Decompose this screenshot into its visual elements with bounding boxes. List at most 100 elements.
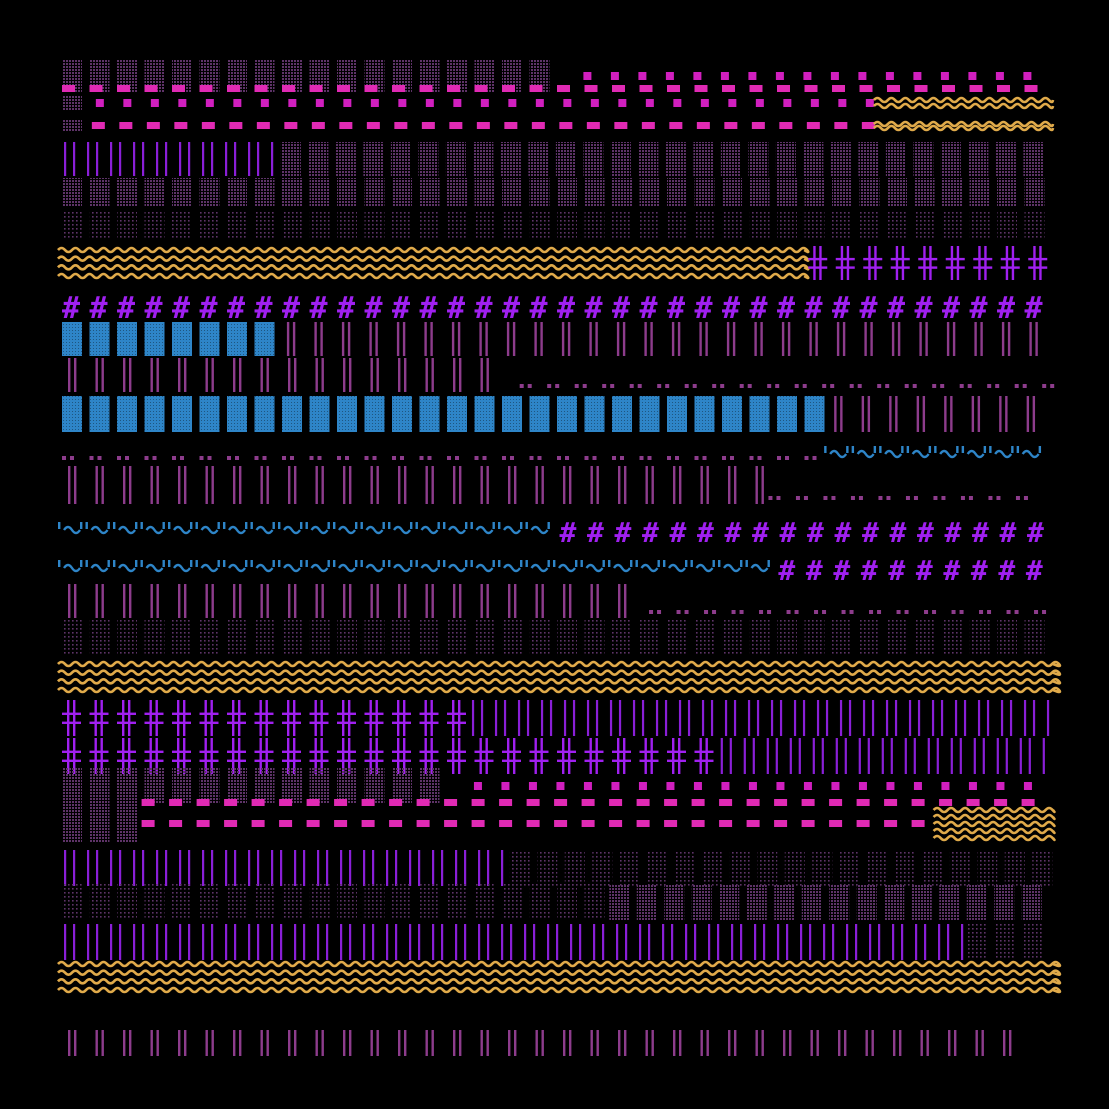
pattern-bar [569,1030,572,1056]
pattern-bar [777,924,780,960]
pattern-dot [372,456,377,460]
pattern-block [830,142,851,176]
pattern-block [392,60,412,92]
pattern-bar [579,924,582,960]
pattern-block [722,212,742,240]
pattern-block [309,178,330,206]
pattern-bar [101,1030,104,1056]
pattern-block [942,178,962,206]
pattern-bar [211,924,214,960]
pattern-bar [376,1030,379,1056]
pattern-bar [781,322,785,356]
pattern-dot [455,456,459,460]
pattern-bar [142,850,145,886]
pattern-dot [822,384,827,388]
pattern-bar [239,466,242,504]
pattern-block [969,620,990,656]
pattern-dash [309,85,323,92]
pattern-block [62,322,82,356]
pattern-dash [700,99,709,107]
pattern-dash [609,820,623,827]
pattern-bar [685,924,688,960]
pattern-bar [73,142,76,176]
pattern-bar [917,700,921,736]
pattern-block [337,212,357,240]
pattern-bar [1009,700,1013,736]
pattern-dot [712,384,717,388]
pattern-dash [636,820,650,827]
pattern-block [537,850,558,886]
pattern-hash: # [475,291,493,326]
pattern-block [254,768,275,804]
pattern-bar [386,850,389,886]
pattern-bar [343,1030,346,1056]
pattern-bar [347,322,351,356]
pattern-dot [574,384,579,388]
pattern-block [784,850,805,886]
pattern-bar [95,358,98,392]
pattern-hash: # [971,554,988,587]
pattern-block [1021,884,1042,920]
pattern-bar [567,322,571,356]
pattern-dot [932,384,937,388]
pattern-cross [227,738,246,774]
pattern-dash [834,122,848,129]
pattern-dot [749,456,754,460]
pattern-tilde [470,560,495,573]
pattern-dot [995,384,1000,388]
pattern-bar [743,738,746,774]
pattern-bar [541,466,544,504]
pattern-bar [459,466,462,504]
pattern-dash [196,799,210,806]
pattern-bar [783,1030,786,1056]
pattern-dash [117,85,130,92]
pattern-bar [891,322,895,356]
pattern-bar [645,1030,648,1056]
pattern-dash [554,820,568,827]
pattern-dash [940,72,949,80]
pattern-bar [464,850,467,886]
pattern-dot [1015,496,1020,500]
pattern-block [282,212,302,240]
pattern-tilde [415,560,440,573]
pattern-bar [1007,322,1011,356]
pattern-block [968,142,989,176]
pattern-block [144,620,165,656]
pattern-bar [480,358,483,392]
row-15-segment-1-hash: # # # # # # # # # # [778,554,1043,587]
row-23-segment-2-waves [932,806,1056,842]
pattern-bar [294,358,297,392]
pattern-wave [57,986,1062,994]
pattern-bar [486,584,489,618]
pattern-bar [602,924,605,960]
pattern-bar [625,924,628,960]
pattern-cross [62,738,81,774]
pattern-dash [471,799,485,806]
pattern-block [887,620,907,656]
pattern-block [254,178,275,206]
pattern-bar [893,1030,896,1056]
pattern-dot [767,610,772,614]
row-2-segment-0-block-dotted [62,96,82,110]
pattern-tilde [360,560,385,573]
pattern-bar [349,466,352,504]
pattern-bar [526,700,530,736]
pattern-hash: # [615,516,632,549]
pattern-bar [340,924,343,960]
pattern-bar [775,738,778,774]
pattern-bar [457,322,461,356]
pattern-dash [1021,799,1035,806]
pattern-block [636,884,657,920]
pattern-dash [858,782,867,790]
pattern-dot [180,456,184,460]
pattern-dot [702,456,707,460]
row-5-segment-0-block-dotted [62,178,1045,206]
pattern-tilde [250,522,275,535]
pattern-dash [251,820,265,827]
pattern-dash [590,99,599,107]
pattern-bar [431,1030,434,1056]
pattern-bar [376,358,379,392]
pattern-bar [508,466,511,504]
pattern-hash: # [172,291,190,326]
pattern-bar [303,924,306,960]
